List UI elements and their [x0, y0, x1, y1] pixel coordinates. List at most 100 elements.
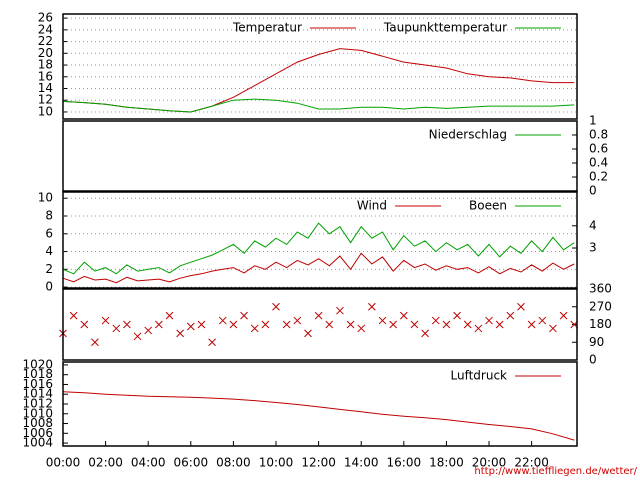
data-point: [549, 324, 557, 333]
y-tick-label: 1008: [22, 416, 53, 430]
legend-label: Temperatur: [232, 21, 302, 35]
data-point: [485, 316, 493, 325]
legend-label: Niederschlag: [429, 128, 507, 142]
x-tick-label: 18:00: [429, 456, 464, 470]
panel-frame: [62, 288, 578, 361]
y-tick-label: 1014: [22, 387, 53, 401]
x-tick-label: 20:00: [472, 456, 507, 470]
data-point: [155, 320, 163, 329]
data-point: [325, 320, 334, 329]
y-tick-label: 0.6: [589, 142, 608, 156]
y-tick-label: 2: [45, 262, 53, 276]
y-tick-label: 1010: [22, 406, 53, 420]
data-line: [62, 391, 575, 441]
x-tick-label: 06:00: [174, 456, 209, 470]
y-tick-label: 180: [589, 317, 612, 331]
y-tick-label: 20: [38, 46, 53, 60]
x-tick-label: 04:00: [131, 456, 166, 470]
data-point: [378, 316, 387, 325]
x-tick-label: 22:00: [514, 456, 549, 470]
y-tick-label: 0.8: [589, 128, 608, 142]
data-point: [453, 311, 461, 320]
legend-label: Boeen: [469, 199, 507, 213]
panel-frame: [62, 361, 578, 447]
y-tick-label: 3: [589, 241, 597, 255]
data-point: [186, 322, 195, 331]
data-point: [538, 316, 547, 325]
x-tick-label: 02:00: [88, 456, 123, 470]
data-point: [442, 320, 451, 329]
data-point: [421, 329, 429, 338]
data-point: [559, 311, 568, 320]
y-tick-label: 0: [589, 184, 597, 198]
y-tick-label: 0: [589, 353, 597, 367]
data-point: [314, 311, 323, 320]
y-tick-label: 14: [38, 81, 53, 95]
x-tick-label: 12:00: [301, 456, 336, 470]
data-point: [123, 320, 131, 329]
data-point: [368, 302, 376, 311]
data-point: [250, 324, 259, 333]
legend-label: Taupunkttemperatur: [383, 21, 507, 35]
data-point: [69, 311, 78, 320]
data-point: [144, 326, 153, 335]
data-line: [62, 252, 575, 284]
data-line: [62, 222, 575, 275]
data-point: [495, 320, 504, 329]
y-tick-label: 4: [589, 218, 597, 232]
panel-frame: [62, 120, 578, 192]
data-point: [346, 320, 355, 329]
y-tick-label: 1016: [22, 377, 53, 391]
data-point: [399, 311, 408, 320]
data-point: [229, 320, 238, 329]
y-tick-label: 18: [38, 58, 53, 72]
y-tick-label: 24: [38, 22, 53, 36]
data-point: [91, 338, 99, 347]
data-line: [62, 98, 575, 113]
data-point: [336, 306, 344, 315]
data-point: [389, 320, 398, 329]
y-tick-label: 0: [45, 280, 53, 294]
y-tick-label: 0.2: [589, 170, 608, 184]
y-tick-label: 270: [589, 299, 612, 313]
x-tick-label: 08:00: [216, 456, 251, 470]
y-tick-label: 4: [45, 244, 53, 258]
y-tick-label: 1018: [22, 367, 53, 381]
y-tick-label: 26: [38, 11, 53, 25]
y-tick-label: 360: [589, 282, 612, 296]
data-point: [208, 338, 216, 347]
x-tick-label: 16:00: [387, 456, 422, 470]
data-point: [517, 302, 525, 311]
data-point: [261, 320, 270, 329]
y-tick-label: 1020: [22, 357, 53, 371]
data-point: [112, 324, 121, 333]
y-tick-label: 1012: [22, 397, 53, 411]
panel-frame: [62, 13, 578, 120]
data-point: [80, 320, 89, 329]
legend-label: Luftdruck: [450, 369, 507, 383]
y-tick-label: 6: [45, 226, 53, 240]
panel-frame: [62, 191, 578, 289]
watermark: http://www.tieffliegen.de/wetter/: [474, 466, 637, 477]
data-point: [218, 316, 227, 325]
data-point: [101, 316, 110, 325]
y-tick-label: 1004: [22, 436, 53, 450]
data-point: [357, 324, 366, 333]
y-tick-label: 8: [45, 209, 53, 223]
data-point: [527, 320, 536, 329]
y-tick-label: 1006: [22, 426, 53, 440]
y-tick-label: 10: [38, 104, 53, 118]
data-point: [197, 320, 206, 329]
data-point: [272, 302, 280, 311]
data-point: [240, 311, 248, 320]
data-point: [165, 311, 174, 320]
y-tick-label: 16: [38, 69, 53, 83]
y-tick-label: 90: [589, 335, 604, 349]
y-tick-label: 22: [38, 34, 53, 48]
data-point: [133, 332, 142, 341]
legend-label: Wind: [357, 199, 387, 213]
data-point: [282, 320, 291, 329]
x-tick-label: 00:00: [46, 456, 81, 470]
data-line: [62, 48, 575, 113]
